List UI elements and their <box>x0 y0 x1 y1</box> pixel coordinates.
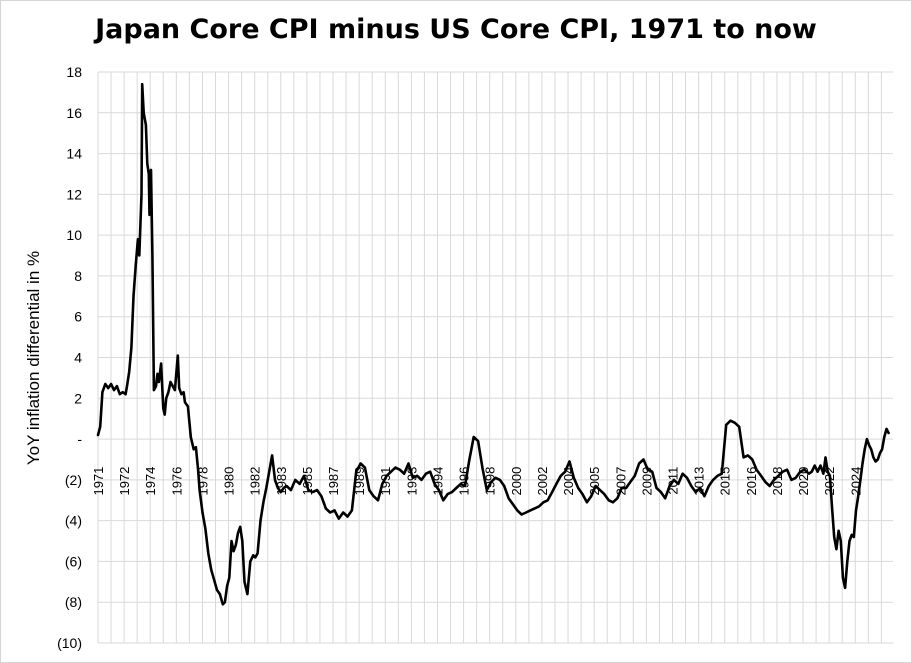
y-tick-label: (4) <box>65 513 82 529</box>
horizontal-gridlines <box>98 71 893 644</box>
x-tick-label: 1972 <box>117 467 132 496</box>
x-tick-label: 2002 <box>535 467 550 496</box>
x-tick-label: 2000 <box>509 467 524 496</box>
x-tick-label: 1976 <box>169 467 184 496</box>
y-tick-label: (2) <box>65 472 82 488</box>
x-tick-label: 2015 <box>718 467 733 496</box>
x-tick-label: 1993 <box>404 467 419 496</box>
y-tick-label: 18 <box>66 64 82 80</box>
x-tick-label: 1971 <box>91 467 106 496</box>
y-tick-label: 6 <box>74 309 82 325</box>
x-tick-label: 1974 <box>143 467 158 496</box>
y-tick-label: 12 <box>66 186 82 202</box>
y-tick-label: (10) <box>57 635 82 651</box>
x-tick-label: 2016 <box>744 467 759 496</box>
x-tick-label: 1994 <box>430 467 445 496</box>
y-tick-label: 4 <box>74 350 82 366</box>
x-tick-label: 2004 <box>561 467 576 496</box>
chart-title: Japan Core CPI minus US Core CPI, 1971 t… <box>95 14 817 45</box>
series-line <box>96 82 890 606</box>
y-tick-label: 2 <box>74 390 82 406</box>
y-tick-labels: 18 16 14 12 10 8 6 4 2 - (2) (4) (6) (8) (10) <box>57 64 82 651</box>
x-tick-label: 1996 <box>457 467 472 496</box>
y-tick-label: 14 <box>66 146 82 162</box>
x-tick-label: 2009 <box>639 467 654 496</box>
y-tick-label: 8 <box>74 268 82 284</box>
x-tick-labels: 1971 1972 1974 1976 1978 1980 1982 1983 1985 1987… <box>91 467 863 496</box>
x-tick-label: 1982 <box>248 467 263 496</box>
y-tick-label: 16 <box>66 105 82 121</box>
y-tick-label: (6) <box>65 553 82 569</box>
x-tick-label: 1980 <box>222 467 237 496</box>
x-tick-label: 1985 <box>300 467 315 496</box>
y-tick-label: - <box>77 431 82 447</box>
x-tick-label: 1987 <box>326 467 341 496</box>
series-group <box>96 82 890 606</box>
y-tick-label: (8) <box>65 594 82 610</box>
x-tick-label: 2013 <box>692 467 707 496</box>
y-tick-label: 10 <box>66 227 82 243</box>
